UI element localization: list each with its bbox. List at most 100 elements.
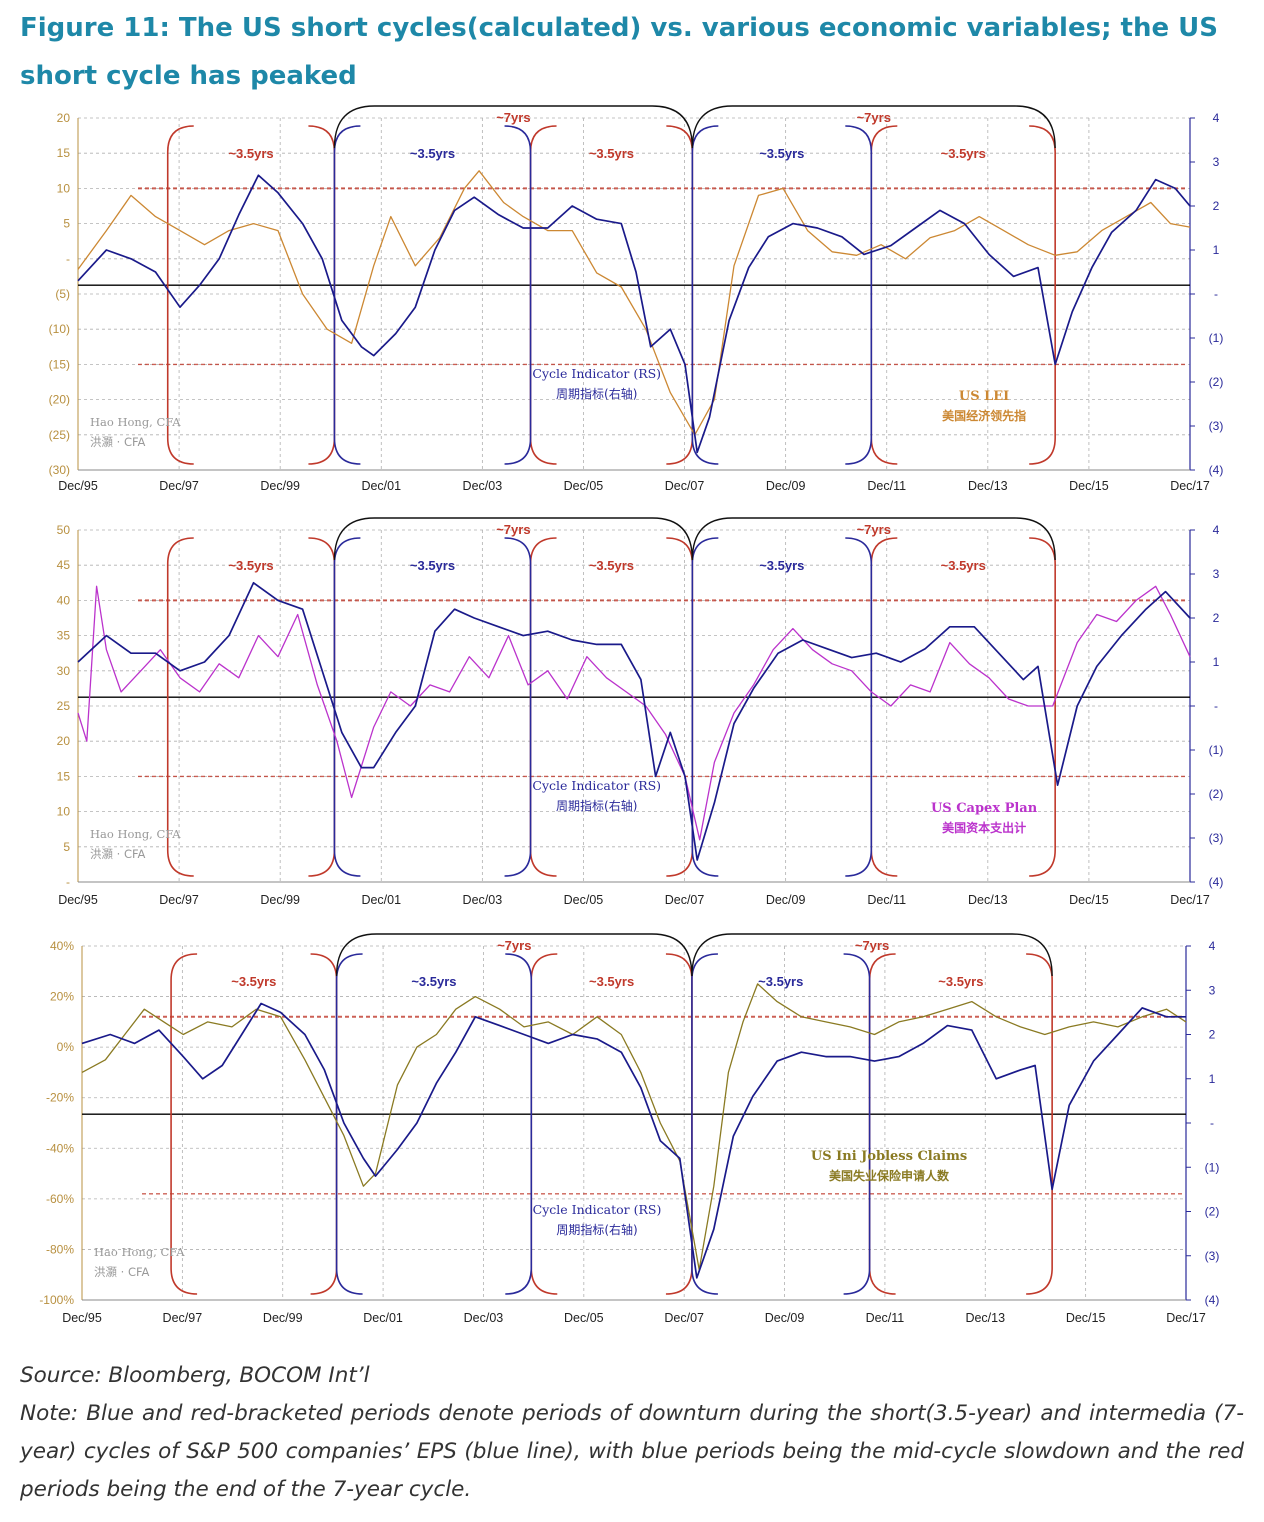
series-name-label-cn: 美国经济领先指 bbox=[942, 408, 1026, 423]
series-name-label-cn: 美国资本支出计 bbox=[942, 820, 1026, 835]
x-axis-tick-label: Dec/09 bbox=[766, 479, 806, 493]
source-note: Source: Bloomberg, BOCOM Int’l bbox=[20, 1363, 370, 1388]
watermark-en: Hao Hong, CFA bbox=[94, 1245, 185, 1259]
right-axis-tick-label: (4) bbox=[1209, 875, 1224, 889]
right-axis-tick-label: - bbox=[1214, 699, 1218, 713]
left-axis-tick-label: -80% bbox=[46, 1242, 74, 1256]
x-axis-tick-label: Dec/05 bbox=[564, 1311, 604, 1325]
red-bracket bbox=[529, 537, 694, 877]
blue-bracket-label: ~3.5yrs bbox=[410, 558, 455, 573]
cycle-indicator-label: Cycle Indicator (RS) bbox=[532, 778, 661, 793]
right-axis-tick-label: 1 bbox=[1213, 655, 1220, 669]
series-line bbox=[77, 170, 1191, 436]
left-axis-tick-label: 40% bbox=[50, 939, 74, 953]
left-axis-tick-label: -100% bbox=[39, 1293, 74, 1307]
x-axis-tick-label: Dec/09 bbox=[766, 893, 806, 907]
x-axis-tick-label: Dec/97 bbox=[159, 893, 199, 907]
blue-bracket bbox=[691, 125, 873, 465]
left-axis-tick-label: -20% bbox=[46, 1091, 74, 1105]
right-axis-tick-label: 2 bbox=[1213, 199, 1220, 213]
left-axis-tick-label: 0% bbox=[57, 1040, 75, 1054]
left-axis-tick-label: -60% bbox=[46, 1192, 74, 1206]
red-bracket-label: ~3.5yrs bbox=[231, 974, 276, 989]
x-axis-tick-label: Dec/01 bbox=[361, 479, 401, 493]
right-axis-tick-label: 4 bbox=[1213, 111, 1220, 125]
right-axis-tick-label: (1) bbox=[1209, 331, 1224, 345]
watermark-cn: 洪灝 · CFA bbox=[90, 435, 146, 449]
x-axis-tick-label: Dec/03 bbox=[464, 1311, 504, 1325]
red-bracket-label: ~3.5yrs bbox=[941, 146, 986, 161]
x-axis-tick-label: Dec/95 bbox=[58, 479, 98, 493]
left-axis-tick-label: 50 bbox=[57, 523, 71, 537]
explanatory-note: Note: Blue and red-bracketed periods den… bbox=[20, 1401, 1244, 1502]
right-axis-tick-label: - bbox=[1210, 1116, 1214, 1130]
cycle-indicator-label-cn: 周期指标(右轴) bbox=[556, 1222, 637, 1237]
watermark-en: Hao Hong, CFA bbox=[90, 827, 181, 841]
right-axis-tick-label: (3) bbox=[1205, 1249, 1220, 1263]
red-bracket bbox=[170, 953, 338, 1295]
right-axis-tick-label: (4) bbox=[1205, 1293, 1220, 1307]
series-line bbox=[81, 983, 1187, 1271]
x-axis-tick-label: Dec/13 bbox=[968, 893, 1008, 907]
left-axis-tick-label: (10) bbox=[49, 322, 70, 336]
right-axis-tick-label: - bbox=[1214, 287, 1218, 301]
x-axis-tick-label: Dec/95 bbox=[62, 1311, 102, 1325]
left-axis-tick-label: 20% bbox=[50, 990, 74, 1004]
x-axis-tick-label: Dec/01 bbox=[363, 1311, 403, 1325]
blue-bracket-label: ~3.5yrs bbox=[758, 974, 803, 989]
left-axis-tick-label: 15 bbox=[57, 146, 71, 160]
blue-bracket bbox=[691, 953, 871, 1295]
red-bracket bbox=[529, 125, 694, 465]
chart-panel-lei: 20 15 10 5 - (5) (10) (15) (20) (25) (30) 4 3 2 1 - (1) (… bbox=[20, 104, 1252, 500]
right-axis-tick-label: (1) bbox=[1209, 743, 1224, 757]
right-axis-tick-label: 4 bbox=[1213, 523, 1220, 537]
left-axis-tick-label: (30) bbox=[49, 463, 70, 477]
x-axis-tick-label: Dec/99 bbox=[260, 893, 300, 907]
x-axis-tick-label: Dec/07 bbox=[665, 479, 705, 493]
chart-panel-capex: 50 45 40 35 30 25 20 15 10 5 - 4 3 2 1 - (1) (2) (3) (4) Dec… bbox=[20, 516, 1252, 914]
series-name-label-cn: 美国失业保险申请人数 bbox=[829, 1168, 950, 1183]
left-axis-tick-label: - bbox=[66, 875, 70, 889]
blue-bracket bbox=[335, 953, 533, 1295]
x-axis-tick-label: Dec/15 bbox=[1069, 893, 1109, 907]
x-axis-tick-label: Dec/95 bbox=[58, 893, 98, 907]
right-axis-tick-label: (2) bbox=[1209, 375, 1224, 389]
x-axis-tick-label: Dec/07 bbox=[664, 1311, 704, 1325]
seven-year-label: ~7yrs bbox=[497, 938, 531, 953]
blue-bracket-label: ~3.5yrs bbox=[410, 146, 455, 161]
seven-year-label: ~7yrs bbox=[857, 522, 891, 537]
blue-bracket bbox=[333, 537, 532, 877]
left-axis-tick-label: 10 bbox=[57, 805, 71, 819]
figure-title: Figure 11: The US short cycles(calculate… bbox=[20, 13, 1218, 91]
x-axis-tick-label: Dec/05 bbox=[564, 479, 604, 493]
x-axis-tick-label: Dec/97 bbox=[159, 479, 199, 493]
blue-bracket bbox=[333, 125, 532, 465]
x-axis-tick-label: Dec/99 bbox=[260, 479, 300, 493]
watermark-cn: 洪灝 · CFA bbox=[90, 847, 146, 861]
right-axis-tick-label: 3 bbox=[1209, 983, 1216, 997]
chart-jobless-vs-cycle: 40% 20% 0% -20% -40% -60% -80% -100% 4 3 2 1 - (1) (2)… bbox=[39, 933, 1220, 1325]
right-axis-tick-label: (3) bbox=[1209, 831, 1224, 845]
seven-year-arch bbox=[333, 517, 694, 561]
seven-year-arch bbox=[691, 517, 1056, 561]
x-axis-tick-label: Dec/15 bbox=[1069, 479, 1109, 493]
red-bracket bbox=[530, 953, 693, 1295]
left-axis-tick-label: 35 bbox=[57, 629, 71, 643]
series-line bbox=[77, 581, 1191, 861]
x-axis-tick-label: Dec/03 bbox=[463, 893, 503, 907]
seven-year-label: ~7yrs bbox=[496, 522, 530, 537]
right-axis-tick-label: (2) bbox=[1209, 787, 1224, 801]
blue-bracket-label: ~3.5yrs bbox=[411, 974, 456, 989]
x-axis-tick-label: Dec/17 bbox=[1166, 1311, 1206, 1325]
left-axis-tick-label: -40% bbox=[46, 1141, 74, 1155]
series-line bbox=[81, 1002, 1186, 1279]
right-axis-tick-label: 2 bbox=[1213, 611, 1220, 625]
right-axis-tick-label: 2 bbox=[1209, 1028, 1216, 1042]
left-axis-tick-label: (15) bbox=[49, 357, 70, 371]
right-axis-tick-label: (1) bbox=[1205, 1160, 1220, 1174]
seven-year-arch bbox=[333, 105, 694, 149]
blue-bracket-label: ~3.5yrs bbox=[759, 146, 804, 161]
right-axis-tick-label: (3) bbox=[1209, 419, 1224, 433]
left-axis-tick-label: (20) bbox=[49, 393, 70, 407]
x-axis-tick-label: Dec/97 bbox=[163, 1311, 203, 1325]
